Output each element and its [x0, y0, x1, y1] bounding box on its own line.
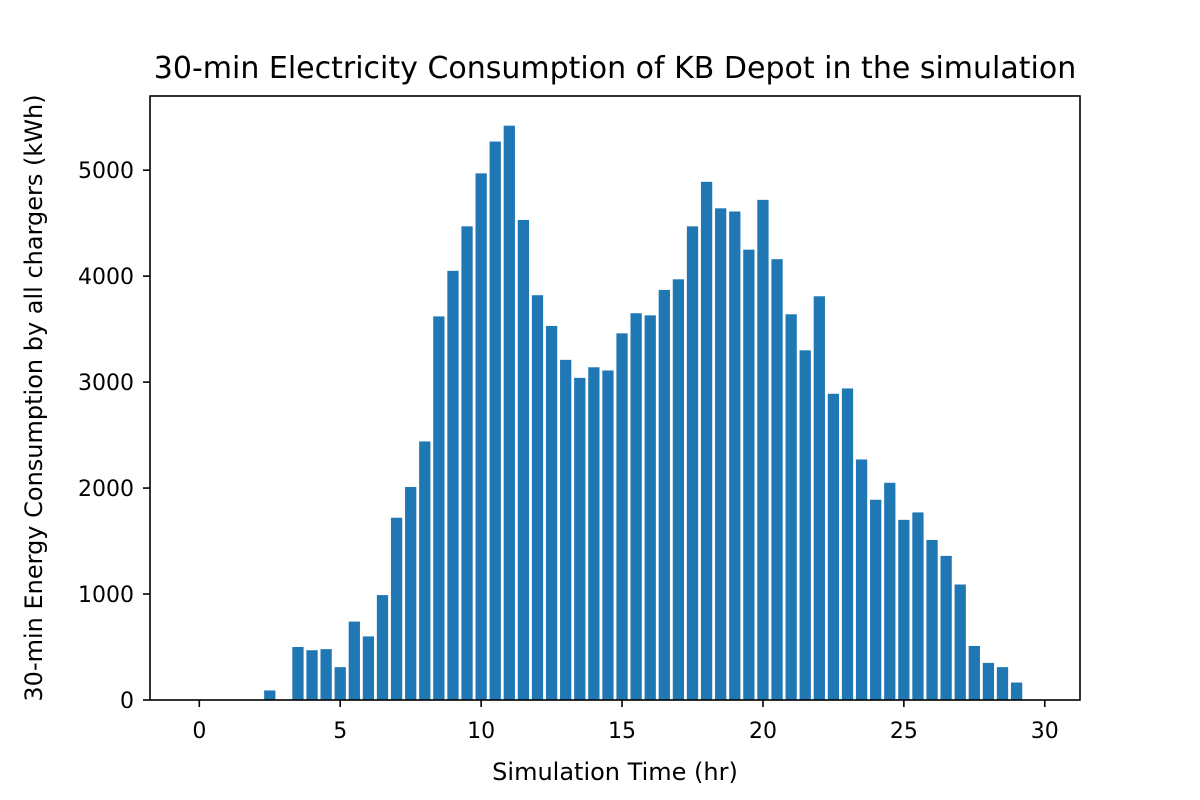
- x-tick-label: 30: [1031, 719, 1059, 744]
- bar: [306, 650, 318, 700]
- bar: [433, 316, 445, 700]
- x-axis-label: Simulation Time (hr): [492, 758, 738, 786]
- bar: [996, 667, 1009, 700]
- y-tick-label: 1000: [78, 583, 134, 608]
- bar: [827, 393, 840, 700]
- y-tick-label: 4000: [78, 265, 134, 290]
- bar: [841, 388, 854, 700]
- bar: [729, 211, 741, 700]
- bar: [264, 690, 276, 700]
- x-tick-label: 20: [749, 719, 777, 744]
- bar: [489, 141, 501, 700]
- bar: [348, 621, 360, 700]
- bar: [545, 325, 558, 700]
- bar: [602, 370, 614, 700]
- bar: [884, 482, 896, 700]
- bar: [954, 584, 966, 700]
- y-axis-label: 30-min Energy Consumption by all charger…: [20, 94, 48, 701]
- y-tick-label: 2000: [78, 477, 134, 502]
- bar: [334, 667, 346, 700]
- bar: [616, 333, 628, 700]
- bar: [799, 350, 811, 700]
- bar: [644, 315, 656, 700]
- x-tick-label: 5: [333, 719, 347, 744]
- chart-title: 30-min Electricity Consumption of KB Dep…: [154, 51, 1076, 86]
- bar: [531, 295, 544, 700]
- bar: [898, 519, 910, 700]
- bar: [672, 279, 685, 700]
- bar: [715, 208, 727, 700]
- bar: [968, 645, 980, 700]
- bar: [574, 377, 586, 700]
- bar: [771, 259, 783, 700]
- bar: [870, 499, 882, 700]
- x-tick-label: 15: [608, 719, 636, 744]
- y-tick-label: 5000: [78, 159, 134, 184]
- bar: [320, 649, 332, 700]
- bar: [447, 270, 459, 700]
- bars-group: [264, 125, 1023, 701]
- bar: [376, 595, 389, 700]
- ticks-group: 0 5 10 15 20 25 30 0 1000 2000 3000 4000 5000: [78, 159, 1059, 744]
- bar: [743, 249, 755, 700]
- bar: [292, 647, 304, 700]
- y-tick-label: 3000: [78, 371, 134, 396]
- bar: [785, 314, 797, 700]
- bar: [912, 512, 924, 700]
- bar: [757, 199, 769, 700]
- bar: [475, 173, 487, 701]
- bar: [700, 181, 713, 700]
- bar: [658, 289, 670, 700]
- bar: [588, 367, 600, 700]
- bar: [560, 359, 572, 700]
- bar: [940, 555, 952, 700]
- bar: [503, 125, 515, 701]
- bar: [630, 313, 642, 700]
- bar: [390, 517, 403, 700]
- x-tick-label: 10: [467, 719, 495, 744]
- bar: [517, 219, 530, 701]
- bar: [813, 296, 825, 700]
- bar: [405, 487, 417, 700]
- bar: [419, 441, 431, 700]
- x-tick-label: 0: [192, 719, 206, 744]
- y-tick-label: 0: [120, 689, 134, 714]
- bar: [461, 226, 473, 700]
- plot-frame: [149, 95, 1081, 701]
- bar: [926, 539, 938, 700]
- bar: [686, 226, 699, 700]
- x-tick-label: 25: [890, 719, 918, 744]
- bar: [855, 459, 868, 700]
- bar: [362, 636, 375, 700]
- bar: [1010, 682, 1023, 700]
- bar: [982, 662, 995, 700]
